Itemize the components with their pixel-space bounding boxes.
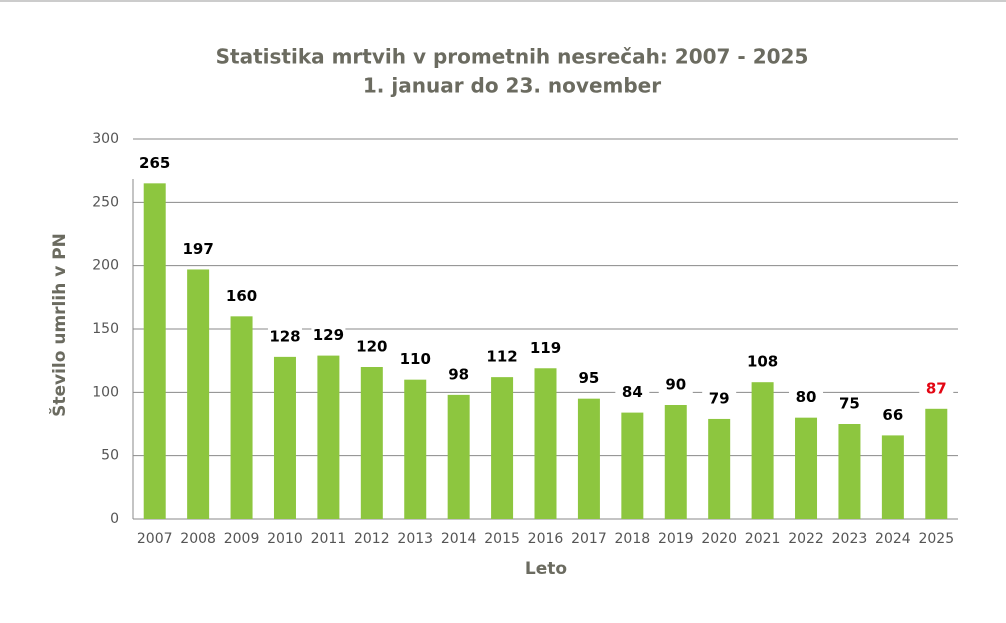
bar <box>230 316 253 519</box>
chart-subtitle: 1. januar do 23. november <box>363 74 661 98</box>
x-tick-label: 2024 <box>875 531 911 547</box>
value-label: 265 <box>139 154 170 172</box>
value-label: 120 <box>356 338 387 356</box>
value-label-bg <box>875 405 910 426</box>
bar <box>838 424 861 519</box>
value-label-bg <box>702 388 737 409</box>
value-label: 110 <box>400 350 431 368</box>
x-tick-label: 2022 <box>788 531 824 547</box>
bar <box>577 398 600 519</box>
value-label-bg <box>571 368 606 389</box>
bar <box>360 367 383 519</box>
bar <box>795 417 818 519</box>
value-label-bg <box>311 325 346 346</box>
value-label-bg <box>485 347 520 368</box>
x-tick-label: 2023 <box>832 531 868 547</box>
y-tick-label: 50 <box>101 448 119 464</box>
value-label: 80 <box>796 388 817 406</box>
value-label: 119 <box>530 339 561 357</box>
y-tick-label: 0 <box>110 511 119 527</box>
x-axis-title: Leto <box>525 559 567 579</box>
y-tick-label: 200 <box>92 258 119 274</box>
value-label: 87 <box>926 379 947 397</box>
chart-title: Statistika mrtvih v prometnih nesrečah: … <box>216 45 809 69</box>
bar <box>187 269 210 519</box>
value-label-bg <box>919 378 954 399</box>
bar <box>708 418 731 519</box>
value-label-bg <box>181 239 216 260</box>
value-label: 128 <box>269 327 300 345</box>
bar <box>317 355 340 519</box>
x-tick-label: 2021 <box>745 531 781 547</box>
bar <box>664 405 687 519</box>
value-label: 84 <box>622 383 643 401</box>
x-tick-label: 2011 <box>311 531 347 547</box>
bar <box>881 435 904 519</box>
y-tick-label: 300 <box>92 131 119 147</box>
x-tick-label: 2010 <box>267 531 303 547</box>
x-tick-label: 2015 <box>484 531 520 547</box>
bar <box>491 377 514 519</box>
x-tick-label: 2012 <box>354 531 390 547</box>
bar <box>621 412 644 519</box>
value-label-bg <box>528 338 563 359</box>
bar <box>404 379 427 519</box>
x-tick-label: 2007 <box>137 531 173 547</box>
x-tick-label: 2025 <box>918 531 954 547</box>
x-tick-label: 2009 <box>224 531 260 547</box>
value-label: 98 <box>448 365 469 383</box>
value-label: 75 <box>839 395 860 413</box>
bar <box>143 183 166 520</box>
x-tick-label: 2018 <box>615 531 651 547</box>
value-label: 95 <box>578 369 599 387</box>
y-axis-title: Število umrlih v PN <box>48 233 70 417</box>
value-label-bg <box>789 387 824 408</box>
y-tick-label: 100 <box>92 384 119 400</box>
value-label: 108 <box>747 353 778 371</box>
value-label-bg <box>224 286 259 307</box>
bar <box>925 408 948 519</box>
bar <box>447 394 470 519</box>
value-label-bg <box>658 375 693 395</box>
bar <box>273 356 296 519</box>
x-tick-label: 2013 <box>397 531 433 547</box>
value-label: 90 <box>665 376 686 394</box>
value-label-bg <box>354 337 389 357</box>
value-label: 112 <box>486 348 517 366</box>
value-label: 160 <box>226 287 257 305</box>
x-tick-label: 2020 <box>701 531 737 547</box>
value-label: 197 <box>182 240 213 258</box>
x-tick-label: 2016 <box>528 531 564 547</box>
value-label: 129 <box>313 326 344 344</box>
bar <box>534 368 557 519</box>
value-label-bg <box>137 153 172 174</box>
value-label-bg <box>745 352 780 373</box>
value-label-bg <box>615 382 650 403</box>
value-label-bg <box>832 394 867 414</box>
x-tick-label: 2008 <box>180 531 216 547</box>
value-label-bg <box>398 349 433 370</box>
value-label: 79 <box>709 389 730 407</box>
x-tick-label: 2019 <box>658 531 694 547</box>
x-tick-label: 2014 <box>441 531 477 547</box>
value-label-bg <box>267 326 302 347</box>
value-label-bg <box>441 364 476 385</box>
value-label: 66 <box>882 406 903 424</box>
bar <box>751 382 774 519</box>
y-tick-label: 250 <box>92 194 119 210</box>
x-tick-label: 2017 <box>571 531 607 547</box>
y-tick-label: 150 <box>92 321 119 337</box>
